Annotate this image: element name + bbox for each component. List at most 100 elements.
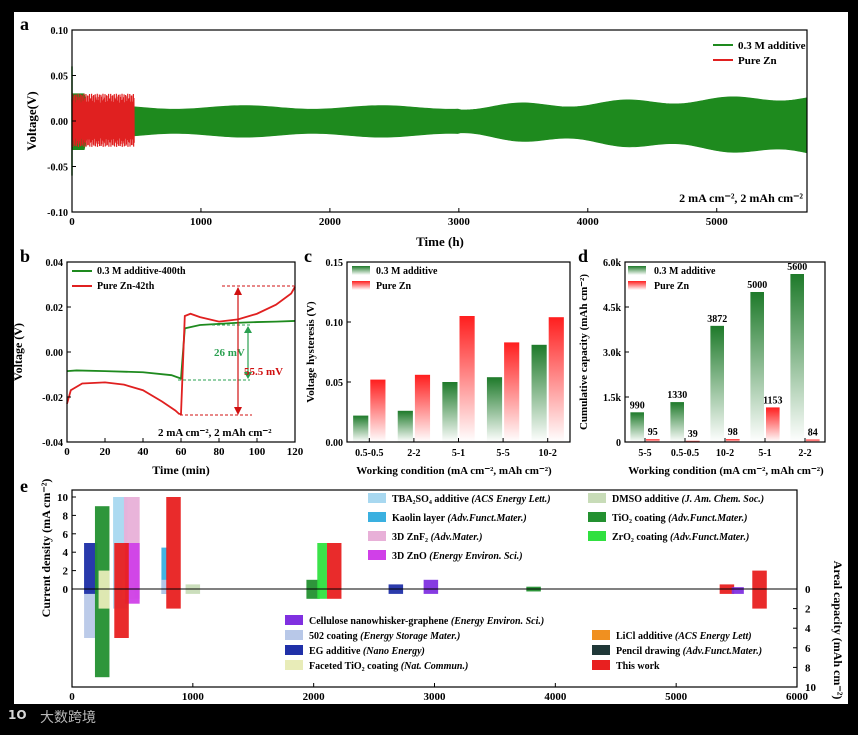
panel-e-bar-current	[161, 547, 168, 589]
panel-e-legend-label: Faceted TiO₂ coating (Nat. Commun.)	[309, 661, 468, 672]
panel-e-legend-label: 502 coating (Energy Storage Mater.)	[309, 631, 460, 642]
panel-e-bar-capacity	[84, 589, 98, 594]
panel-c-legend-swatch-pure	[352, 281, 370, 290]
panel-c-xtick-label: 2-2	[407, 448, 420, 459]
panel-b-xtick-label: 40	[138, 446, 150, 458]
panel-d-bar-additive	[710, 325, 724, 442]
panel-a: a 0 1000 2000 3000 4000 5000 -0.10 -0.05 0.00 0.0…	[20, 14, 808, 249]
panel-c-bar-additive	[486, 377, 503, 442]
panel-e-bar-current	[719, 584, 735, 589]
panel-e-legend-label: Cellulose nanowhisker-graphene (Energy E…	[309, 616, 544, 627]
panel-e-bar-capacity	[166, 589, 181, 609]
panel-c-bar-additive	[353, 415, 369, 442]
panel-c-xtick-label: 5-5	[496, 448, 509, 459]
panel-b-ytick-label: 0.04	[46, 258, 64, 269]
panel-e-xtick-label: 2000	[303, 691, 326, 703]
panel-d-bar-label: 1153	[763, 395, 782, 406]
panel-e-bar-current	[731, 587, 744, 589]
panel-c: c 0.5-0.5 2-2 5-1 5-5 10-2 0.00 0.05 0.10 0.15 0…	[304, 246, 571, 477]
panel-e-legend-journal: (J. Am. Chem. Soc.)	[681, 494, 764, 505]
panel-e-bar-capacity	[423, 589, 439, 594]
panel-e-legend-label: LiCl additive (ACS Energy Lett)	[616, 631, 752, 642]
panel-d-bar-pure-zn	[806, 439, 820, 442]
panel-e-legend-swatch	[592, 630, 610, 640]
panel-e-legend-journal: (Adv.Funct.Mater.)	[668, 513, 747, 524]
panel-a-ytick-label: -0.10	[47, 208, 68, 219]
panel-d-xtick-label: 2-2	[798, 448, 811, 459]
panel-c-bar-pure-zn	[459, 316, 475, 442]
panel-c-ytick-label: 0.00	[326, 438, 344, 449]
panel-b-xtick-label: 100	[249, 446, 266, 458]
panel-b-legend-pure: Pure Zn-42th	[97, 281, 155, 292]
panel-c-bar-pure-zn	[370, 379, 386, 442]
panel-d-bar-pure-zn	[726, 439, 740, 442]
panel-d-legend-additive: 0.3 M additive	[654, 266, 716, 277]
panel-b-xtick-label: 80	[214, 446, 226, 458]
panel-d-ytick-label: 6.0k	[603, 258, 622, 269]
panel-e-legend-label: ZrO₂ coating (Adv.Funct.Mater.)	[612, 532, 749, 543]
panel-d-bar-additive	[790, 274, 804, 442]
panel-b-xtick-label: 60	[176, 446, 188, 458]
panel-e-bars	[84, 497, 767, 678]
panel-e-bar-current	[185, 584, 201, 589]
panel-e-xtick-label: 1000	[182, 691, 205, 703]
panel-c-bar-pure-zn	[414, 374, 431, 442]
panel-e-legend-journal: (Adv.Funct.Mater.)	[683, 646, 762, 657]
panel-e-ytick-right-label: 0	[805, 584, 811, 596]
panel-d-xtick-label: 5-1	[758, 448, 771, 459]
panel-e-legend-journal: (Energy Storage Mater.)	[360, 631, 460, 642]
panel-e-ytick-right-label: 4	[805, 623, 811, 635]
panel-e-legend-swatch	[592, 660, 610, 670]
panel-e-legend-swatch	[368, 531, 386, 541]
panel-d-ytick-label: 1.5k	[603, 393, 622, 404]
panel-e-legend-journal: (ACS Energy Lett)	[675, 631, 752, 642]
panel-e-ytick-left-label: 4	[63, 547, 69, 559]
panel-e-bar-capacity	[719, 589, 735, 594]
panel-c-bar-additive	[442, 382, 458, 442]
panel-e-legend-swatch	[588, 493, 606, 503]
panel-d-bar-label: 1330	[667, 390, 687, 401]
panel-e-legend-label: TBA₂SO₄ additive (ACS Energy Lett.)	[392, 494, 551, 505]
panel-letter-a: a	[20, 14, 29, 34]
panel-b-legend-additive: 0.3 M additive-400th	[97, 266, 186, 277]
panel-e-legend-journal: (Energy Environ. Sci.)	[429, 551, 522, 562]
panel-e-axes: 0 1000 2000 3000 4000 5000 6000 0 2 4 6 8 10 0 2 4 6 8 10	[57, 492, 817, 703]
panel-e-ytick-right-label: 10	[805, 682, 817, 694]
panel-c-bar-pure-zn	[504, 342, 520, 442]
panel-d-bar-label: 5000	[747, 280, 767, 291]
panel-e-bar-capacity	[84, 589, 97, 638]
panel-e-bar-capacity	[388, 589, 404, 594]
panel-e-legend-journal: (Adv.Funct.Mater.)	[670, 532, 749, 543]
panel-b-ytick-label: -0.04	[42, 438, 63, 449]
panel-c-bars	[353, 316, 564, 442]
panel-e-legend-label: 3D ZnF₂ (Adv.Mater.)	[392, 532, 482, 543]
panel-e-bar-current	[388, 584, 404, 589]
panel-e-legend-swatch	[285, 645, 303, 655]
panel-e-bar-current	[114, 543, 129, 589]
panel-c-xtick-label: 10-2	[539, 448, 557, 459]
panel-e-xtick-label: 4000	[544, 691, 567, 703]
panel-b-xtick-label: 20	[100, 446, 112, 458]
panel-b-ytick-label: -0.02	[42, 393, 63, 404]
panel-letter-e: e	[20, 476, 28, 496]
watermark-logo: 1O	[8, 708, 27, 722]
panel-e-ylabel-right: Areal capacity (mAh cm⁻²)	[831, 561, 845, 700]
panel-e-legend: TBA₂SO₄ additive (ACS Energy Lett.) Kaoli…	[285, 493, 764, 672]
panel-d-bar-additive	[750, 292, 764, 442]
panel-b-ytick-label: 0.00	[46, 348, 64, 359]
panel-e-bar-capacity	[731, 589, 744, 594]
panel-d-bar-additive	[630, 412, 644, 442]
panel-e-ytick-right-label: 6	[805, 643, 811, 655]
panel-a-xtick-label: 2000	[319, 216, 342, 228]
panel-e-legend-label: Pencil drawing (Adv.Funct.Mater.)	[616, 646, 762, 657]
panel-e-legend-swatch	[368, 550, 386, 560]
panel-e-legend-journal: (Nano Energy)	[363, 646, 425, 657]
panel-d-bar-label: 3872	[707, 314, 727, 325]
panel-e-bar-current	[94, 506, 110, 589]
panel-e-bar-capacity	[98, 589, 110, 609]
panel-d-legend-pure: Pure Zn	[654, 281, 690, 292]
panel-a-xlabel: Time (h)	[416, 234, 464, 249]
panel-e-ytick-left-label: 2	[63, 566, 69, 578]
panel-d-ytick-label: 0	[616, 438, 621, 449]
